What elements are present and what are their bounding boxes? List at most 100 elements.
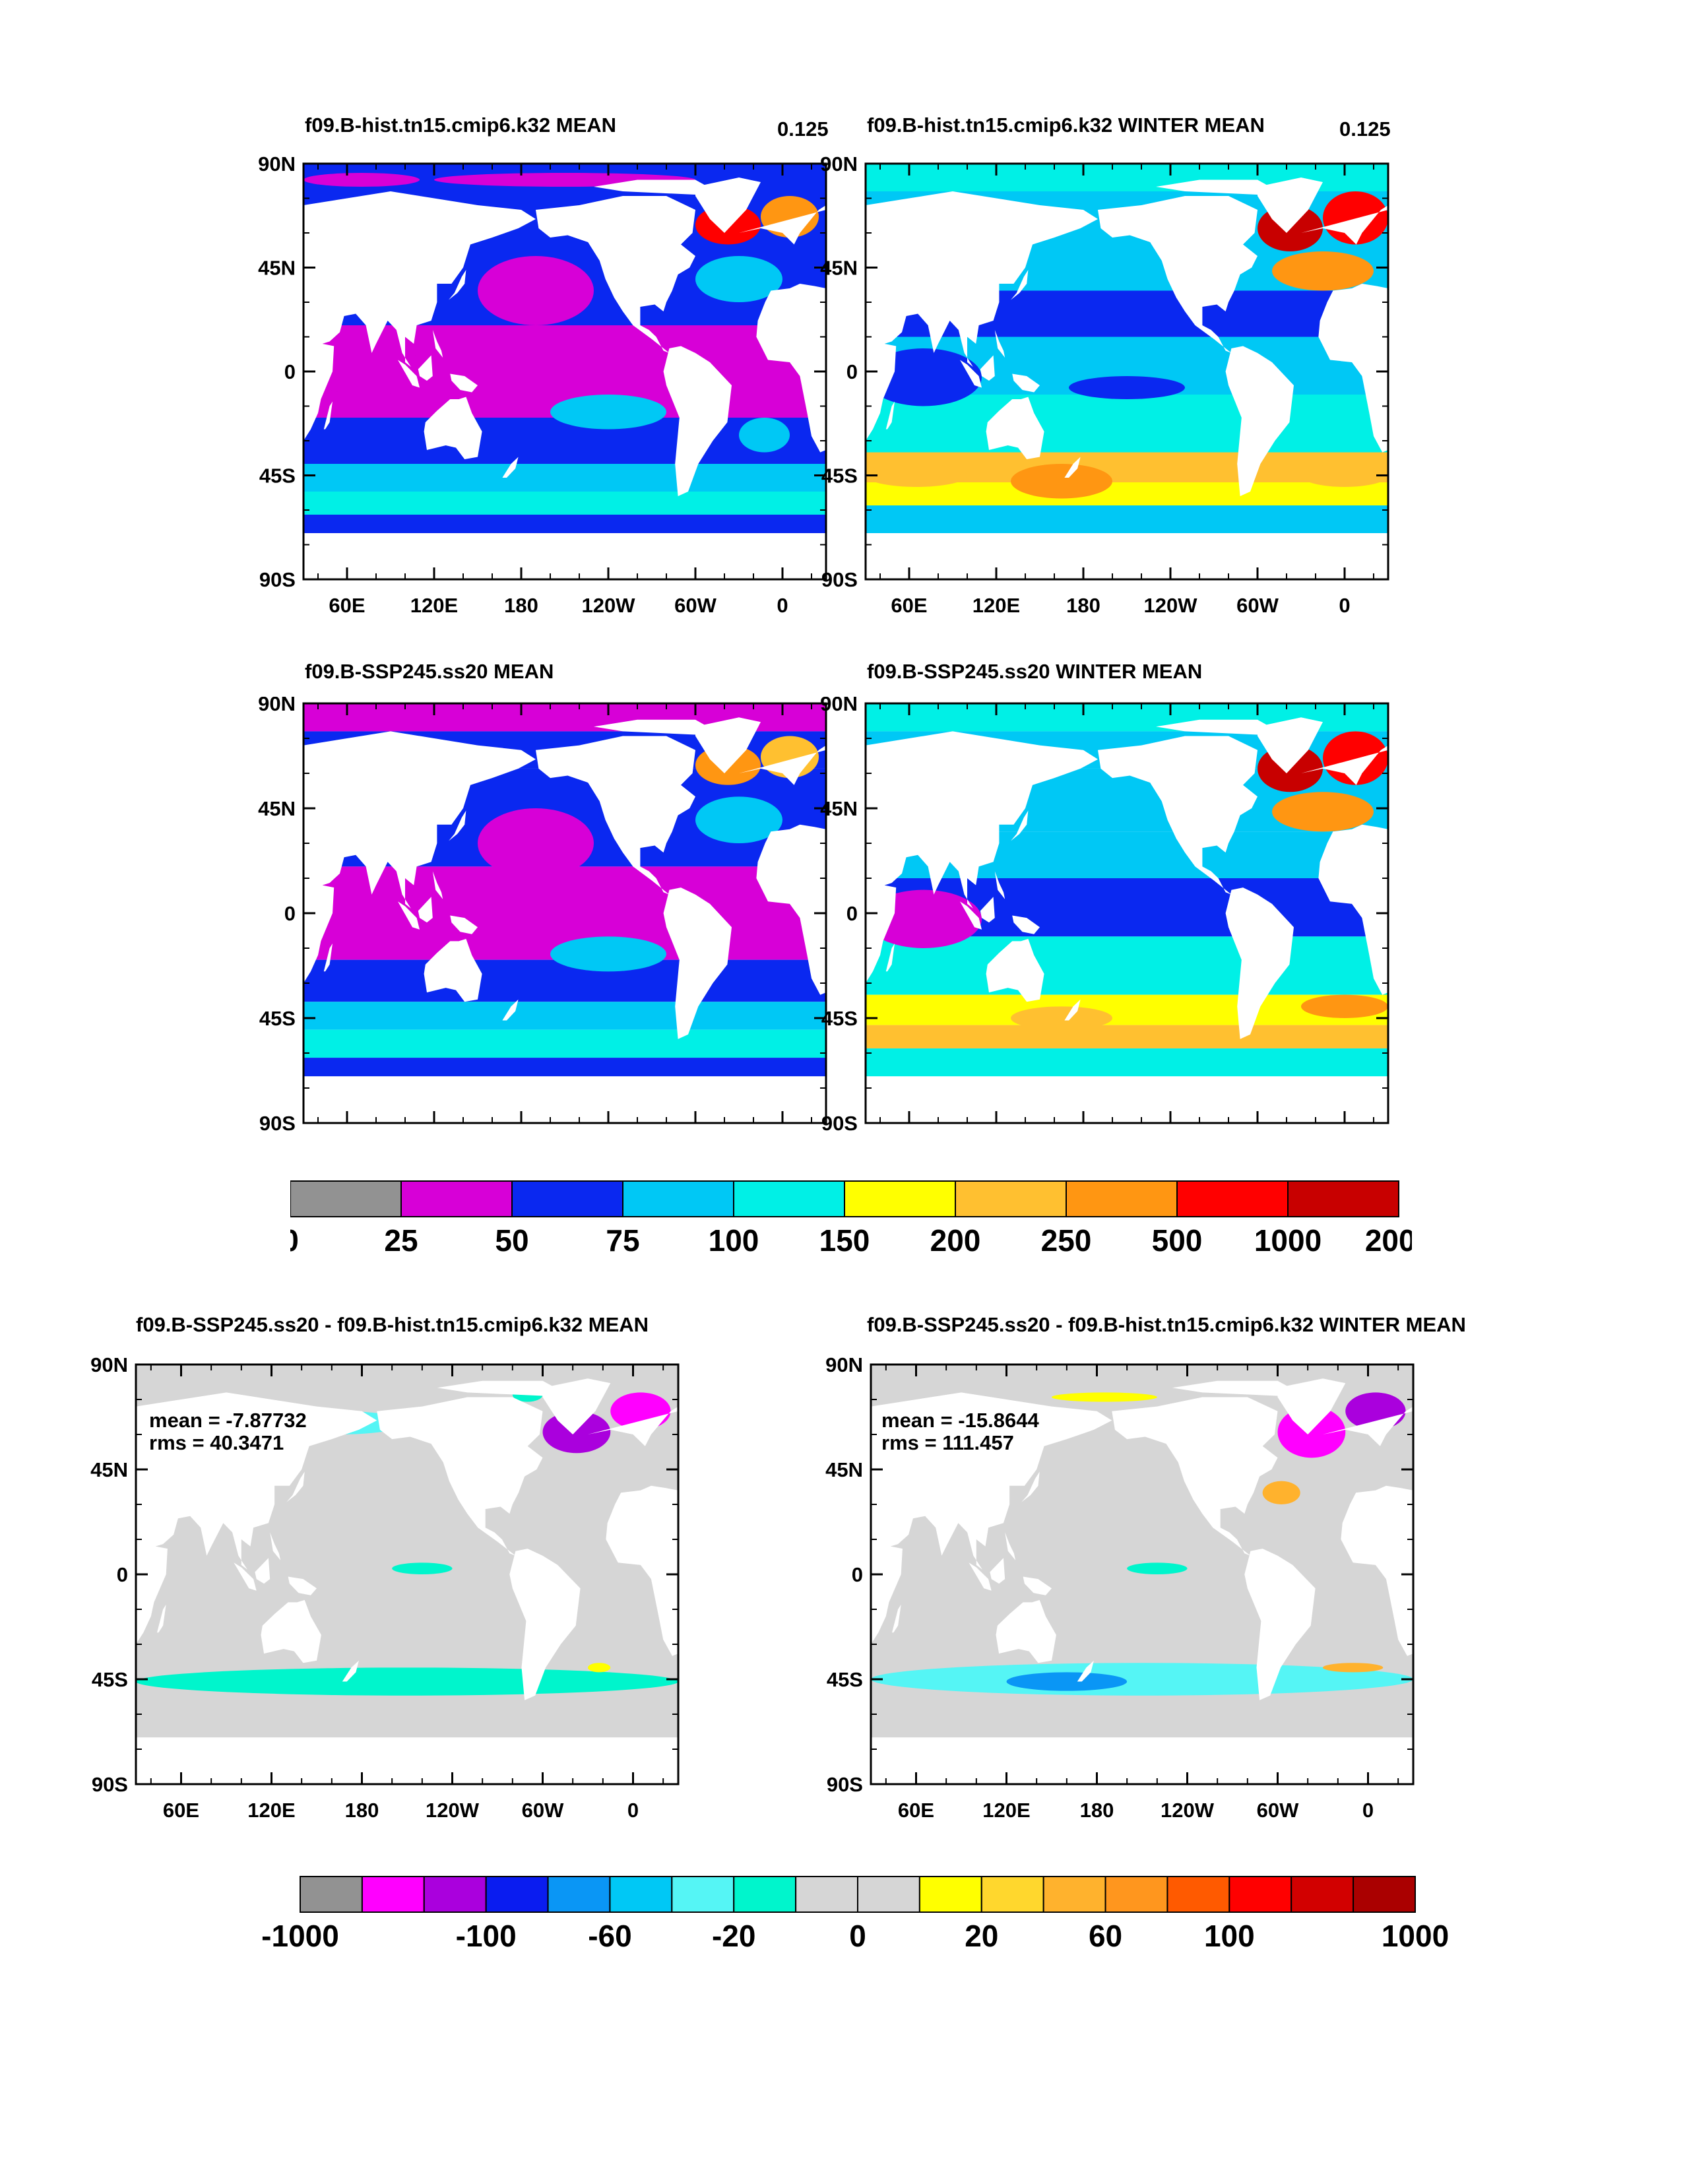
lat-label: 45S xyxy=(827,1668,863,1691)
ocean-patch xyxy=(1262,1481,1300,1504)
lon-label: 60E xyxy=(898,1799,934,1822)
ocean-patch xyxy=(303,348,434,395)
ocean-band xyxy=(866,482,1388,505)
land-mass xyxy=(303,533,826,579)
lon-label: 60W xyxy=(674,594,717,617)
colorbar-label: 100 xyxy=(1204,1919,1255,1949)
land-mass xyxy=(1098,736,1258,895)
lon-label: 120E xyxy=(972,594,1020,617)
land-mass xyxy=(303,1076,826,1123)
land-mass xyxy=(892,1604,901,1633)
land-mass xyxy=(449,270,466,300)
lat-label: 90S xyxy=(259,568,296,591)
land-mass xyxy=(994,871,1005,899)
colorbar-label: 0 xyxy=(849,1919,866,1949)
colorbar-swatch xyxy=(918,1876,982,1913)
lon-label: 120E xyxy=(410,594,458,617)
lat-label: 45S xyxy=(92,1668,128,1691)
land-mass xyxy=(136,1737,678,1784)
land-mass xyxy=(424,938,482,1002)
colorbar-absolute: 0 25 50 75 100 150 200 250 500 1000 2000 xyxy=(290,1180,1412,1254)
stats-mean: mean = -7.87732 xyxy=(149,1409,307,1432)
lon-label: 120E xyxy=(247,1799,295,1822)
lat-label: 90N xyxy=(825,1353,863,1376)
panel-corner-value: 0.125 xyxy=(1339,117,1391,141)
land-mass xyxy=(323,401,333,430)
colorbar-swatch xyxy=(857,1876,920,1913)
land-mass xyxy=(1323,1406,1413,1656)
land-mass xyxy=(1021,1471,1040,1502)
land-mass xyxy=(594,719,724,736)
land-mass xyxy=(986,938,1044,1002)
ocean-band xyxy=(303,492,826,515)
colorbar-swatch xyxy=(733,1180,845,1217)
lat-label: 45N xyxy=(258,797,296,820)
land-mass xyxy=(1225,346,1294,496)
land-mass xyxy=(969,1562,992,1591)
lat-label: 90S xyxy=(259,1112,296,1132)
colorbar-swatch xyxy=(300,1876,363,1913)
ocean-patch xyxy=(478,808,594,878)
lat-label: 0 xyxy=(117,1563,128,1586)
colorbar-swatch xyxy=(1104,1876,1168,1913)
colorbar-swatch xyxy=(733,1876,797,1913)
lat-label: 45S xyxy=(821,1007,858,1030)
land-mass xyxy=(866,1076,1388,1123)
colorbar-label: 150 xyxy=(819,1223,870,1254)
land-mass xyxy=(449,810,466,841)
colorbar-swatch xyxy=(423,1876,487,1913)
ocean-band xyxy=(866,395,1388,453)
land-mass xyxy=(1301,745,1388,995)
land-mass xyxy=(323,943,333,972)
lat-label: 0 xyxy=(852,1563,863,1586)
map-panel-difference-winter: 90N 45N 0 45S 90S 60E 120E 180 120W 60W 0 xyxy=(825,1353,1415,1822)
ocean-patch xyxy=(739,418,790,453)
lat-label: 45N xyxy=(820,797,858,820)
map-field xyxy=(136,1365,678,1784)
land-mass xyxy=(509,1549,581,1700)
ocean-band xyxy=(303,1029,826,1058)
colorbar-label: 0 xyxy=(290,1223,299,1254)
land-mass xyxy=(1011,810,1029,841)
land-mass xyxy=(450,915,478,934)
land-mass xyxy=(871,1737,1413,1784)
land-mass xyxy=(1023,1576,1052,1595)
map-panel-ssp-mean: 90N 45N 0 45S 90S xyxy=(258,697,827,1132)
land-mass xyxy=(303,731,536,983)
colorbar-label: 500 xyxy=(1152,1223,1203,1254)
ocean-patch xyxy=(1323,1663,1384,1673)
land-mass xyxy=(342,1660,359,1682)
map-field xyxy=(866,164,1388,579)
lat-label: 90N xyxy=(258,697,296,715)
colorbar-swatch xyxy=(1042,1876,1106,1913)
colorbar-label: -60 xyxy=(588,1919,631,1949)
colorbar-label: 2000 xyxy=(1365,1223,1412,1254)
stats-rms: rms = 40.3471 xyxy=(149,1431,284,1454)
land-mass xyxy=(594,179,724,196)
land-mass xyxy=(885,401,895,430)
map-field xyxy=(303,164,826,579)
map-panel-hist-winter: 90N 45N 0 45S 90S 60E 120E 180 120W 60W 0 xyxy=(820,152,1389,617)
map-panel-hist-mean: 90N 45N 0 45S 90S 60E 120E 180 120W 60W 0 xyxy=(258,152,827,617)
land-mass xyxy=(1112,1397,1278,1556)
land-mass xyxy=(986,397,1044,459)
ocean-patch xyxy=(866,464,967,487)
colorbar-swatch xyxy=(609,1876,673,1913)
land-mass xyxy=(885,943,895,972)
ocean-patch xyxy=(303,889,434,937)
land-mass xyxy=(866,191,1098,441)
colorbar-label: 75 xyxy=(606,1223,639,1254)
colorbar-label: 20 xyxy=(965,1919,998,1949)
panel-corner-value: 0.125 xyxy=(777,117,829,141)
lon-label: 120W xyxy=(1144,594,1198,617)
lat-label: 90S xyxy=(827,1773,863,1796)
ocean-patch xyxy=(1301,994,1388,1018)
colorbar-swatch xyxy=(1291,1876,1354,1913)
land-mass xyxy=(437,1380,573,1397)
map-panel-difference-mean: 90N 45N 0 45S 90S 60E 120E 180 120W 60W 0 xyxy=(90,1353,680,1822)
land-mass xyxy=(432,330,443,358)
land-mass xyxy=(255,1558,271,1584)
ocean-band xyxy=(303,464,826,492)
colorbar-swatch xyxy=(290,1180,402,1217)
colorbar-swatch xyxy=(511,1180,623,1217)
